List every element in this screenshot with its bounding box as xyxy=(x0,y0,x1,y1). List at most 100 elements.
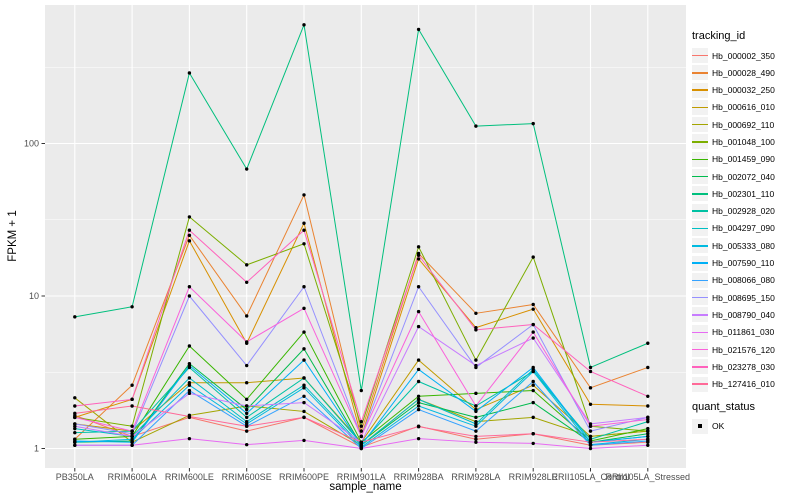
series-color-swatch xyxy=(692,99,708,115)
x-tick-label: RRIM928LE xyxy=(509,472,558,482)
legend-entry: Hb_008790_040 xyxy=(692,307,798,323)
x-axis-title: sample_name xyxy=(329,481,402,493)
legend-entry: Hb_000616_010 xyxy=(692,99,798,115)
legend-entry: Hb_002301_110 xyxy=(692,186,798,202)
x-tick-label: RRII105LA_Stressed xyxy=(606,472,691,482)
legend-entries: Hb_000002_350 Hb_000028_490 Hb_000032_250 H… xyxy=(692,48,798,392)
legend-label: Hb_011861_030 xyxy=(712,327,775,338)
legend-entry: Hb_011861_030 xyxy=(692,324,798,340)
legend-label: Hb_002072_040 xyxy=(712,171,775,182)
series-color-swatch xyxy=(692,169,708,185)
legend-label: Hb_001459_090 xyxy=(712,154,775,165)
series-line-icon xyxy=(692,245,708,247)
series-line-icon xyxy=(692,279,708,282)
x-tick-label: RRIM600PE xyxy=(279,472,329,482)
legend-entry: Hb_002928_020 xyxy=(692,203,798,219)
series-line-icon xyxy=(692,89,708,91)
y-tick-label: 10 xyxy=(29,291,39,301)
series-color-swatch xyxy=(692,342,708,358)
x-tick-labels: PB350LA RRIM600LA RRIM600LE RRIM600SE RRIM60… xyxy=(56,472,690,482)
series-line-icon xyxy=(692,123,708,126)
legend-entry: Hb_000028_490 xyxy=(692,65,798,81)
legend-entry: Hb_005333_080 xyxy=(692,238,798,254)
legend-label: Hb_002928_020 xyxy=(712,206,775,217)
x-tick-label: RRII105LA_Control xyxy=(551,472,629,482)
series-line-icon xyxy=(692,193,708,195)
legend-entry: Hb_007590_110 xyxy=(692,255,798,271)
legend-label: Hb_000032_250 xyxy=(712,85,775,96)
series-line-icon xyxy=(692,54,708,57)
series-color-swatch xyxy=(692,376,708,392)
x-tick-label: RRIM928BA xyxy=(394,472,444,482)
series-line-icon xyxy=(692,72,708,74)
series-line-icon xyxy=(692,383,708,385)
legend-label: Hb_001048_100 xyxy=(712,136,775,147)
series-color-swatch xyxy=(692,290,708,306)
legend-label: Hb_127416_010 xyxy=(712,379,775,390)
series-line-icon xyxy=(692,366,708,368)
series-line-icon xyxy=(692,348,708,351)
series-color-swatch xyxy=(692,203,708,219)
legend-entry: Hb_001048_100 xyxy=(692,134,798,150)
legend-entry: Hb_127416_010 xyxy=(692,376,798,392)
series-color-swatch xyxy=(692,151,708,167)
series-color-swatch xyxy=(692,220,708,236)
legend-label: Hb_004297_090 xyxy=(712,223,775,234)
legend-label: Hb_000002_350 xyxy=(712,50,775,61)
legend-entry: Hb_001459_090 xyxy=(692,151,798,167)
x-tick-label: RRIM901LA xyxy=(337,472,386,482)
series-color-swatch xyxy=(692,238,708,254)
legend-title-tracking-id: tracking_id xyxy=(692,30,746,42)
legend-label: Hb_005333_080 xyxy=(712,240,775,251)
legend-entry: Hb_000032_250 xyxy=(692,82,798,98)
x-tick-label: RRIM928LA xyxy=(451,472,500,482)
series-line-icon xyxy=(692,141,708,143)
legend-entry: Hb_023278_030 xyxy=(692,359,798,375)
legend-label: Hb_008066_080 xyxy=(712,275,775,286)
legend-entry: Hb_000692_110 xyxy=(692,117,798,133)
legend-entry: Hb_004297_090 xyxy=(692,220,798,236)
series-color-swatch xyxy=(692,307,708,323)
series-line-icon xyxy=(692,296,708,299)
legend-entry: Hb_008695_150 xyxy=(692,290,798,306)
legend-entry: Hb_002072_040 xyxy=(692,169,798,185)
series-color-swatch xyxy=(692,272,708,288)
legend: tracking_id Hb_000002_350 Hb_000028_490 Hb… xyxy=(692,30,798,436)
gridlines xyxy=(45,5,686,468)
legend-label: Hb_002301_110 xyxy=(712,188,775,199)
series-line-icon xyxy=(692,106,708,109)
legend-entry: Hb_000002_350 xyxy=(692,48,798,63)
legend-label: Hb_000616_010 xyxy=(712,102,775,113)
series-color-swatch xyxy=(692,117,708,133)
y-tick-labels: 1 10 100 xyxy=(24,139,39,454)
legend-entry: Hb_008066_080 xyxy=(692,272,798,288)
legend-label: Hb_007590_110 xyxy=(712,258,775,269)
legend-label: Hb_008695_150 xyxy=(712,292,775,303)
y-axis-title: FPKM + 1 xyxy=(7,210,19,262)
series-color-swatch xyxy=(692,255,708,271)
legend-entry: Hb_021576_120 xyxy=(692,342,798,358)
legend-title-quant-status: quant_status xyxy=(692,400,755,413)
black-point-icon xyxy=(698,424,702,429)
legend-entry-quant-ok: OK xyxy=(692,418,798,434)
legend-label: Hb_000692_110 xyxy=(712,119,775,130)
y-tick-label: 1 xyxy=(34,444,39,454)
series-color-swatch xyxy=(692,324,708,340)
x-tick-label: RRIM600LA xyxy=(108,472,157,482)
series-line-icon xyxy=(692,314,708,316)
series-color-swatch xyxy=(692,186,708,202)
x-tick-label: PB350LA xyxy=(56,472,94,482)
point-key-swatch xyxy=(692,418,708,434)
y-tick-label: 100 xyxy=(24,139,39,149)
legend-label: Hb_000028_490 xyxy=(712,67,775,78)
x-tick-label: RRIM600SE xyxy=(222,472,272,482)
legend-label: OK xyxy=(712,421,725,432)
legend-label: Hb_023278_030 xyxy=(712,361,775,372)
legend-label: Hb_008790_040 xyxy=(712,309,775,320)
series-line-icon xyxy=(692,175,708,178)
legend-label: Hb_021576_120 xyxy=(712,344,775,355)
series-color-swatch xyxy=(692,359,708,375)
axis-ticks xyxy=(41,143,649,472)
